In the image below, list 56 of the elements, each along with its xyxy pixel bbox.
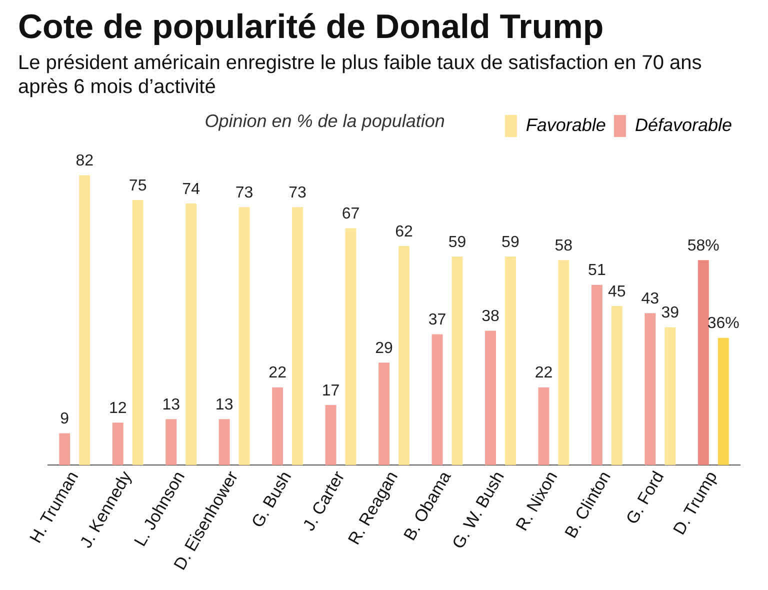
legend-label: Favorable (526, 115, 606, 135)
bar (186, 204, 197, 466)
bar (218, 419, 230, 466)
data-label: 67 (342, 206, 360, 223)
bar (132, 200, 144, 466)
data-label: 17 (322, 382, 340, 400)
bar (325, 404, 336, 466)
bar (432, 334, 443, 466)
bar (292, 207, 304, 466)
bar (79, 175, 90, 466)
bar (664, 327, 676, 466)
data-label: 37 (428, 312, 446, 329)
text: Opinion en % de la population (204, 111, 445, 131)
bar (698, 260, 709, 466)
data-label: 59 (502, 234, 520, 251)
data-label: 39 (661, 304, 680, 322)
data-label: 73 (288, 184, 307, 202)
data-label: 22 (534, 364, 553, 382)
data-label: 62 (395, 223, 413, 240)
bar (345, 228, 356, 466)
bar (398, 246, 410, 466)
bar (272, 387, 284, 466)
bar (538, 387, 550, 466)
data-label: 58% (687, 237, 720, 254)
data-label: 59 (448, 234, 466, 251)
bar (484, 330, 496, 466)
data-label: 29 (375, 340, 394, 357)
chart-subtitle: Le président américain enregistre le plus faible taux de satisfaction en 70 ans après 6 mois d’activité (18, 51, 703, 99)
data-label: 13 (162, 396, 180, 414)
bar (166, 419, 177, 466)
data-label: 12 (108, 400, 127, 418)
bar (238, 207, 250, 466)
bar (59, 433, 70, 466)
bar (504, 256, 516, 466)
bar (452, 256, 463, 466)
data-label: 82 (76, 152, 94, 170)
data-label: 45 (608, 283, 626, 300)
data-label: 38 (482, 308, 500, 326)
legend-label: Défavorable (634, 115, 732, 135)
bar (611, 306, 622, 466)
bar (644, 313, 656, 466)
data-label: 73 (235, 184, 254, 202)
data-label: 43 (641, 290, 660, 308)
chart-title: Cote de popularité de Donald Trump (18, 8, 605, 47)
data-label: 9 (60, 410, 70, 428)
data-label: 51 (588, 262, 606, 280)
bar (378, 362, 390, 466)
bar (718, 338, 729, 466)
bar (558, 260, 570, 466)
data-label: 58 (554, 237, 573, 254)
bar (591, 284, 602, 466)
bar (112, 422, 124, 466)
data-label: 74 (182, 180, 200, 198)
data-label: 75 (128, 177, 147, 194)
data-label: 13 (215, 396, 234, 414)
data-label: 22 (268, 364, 287, 382)
